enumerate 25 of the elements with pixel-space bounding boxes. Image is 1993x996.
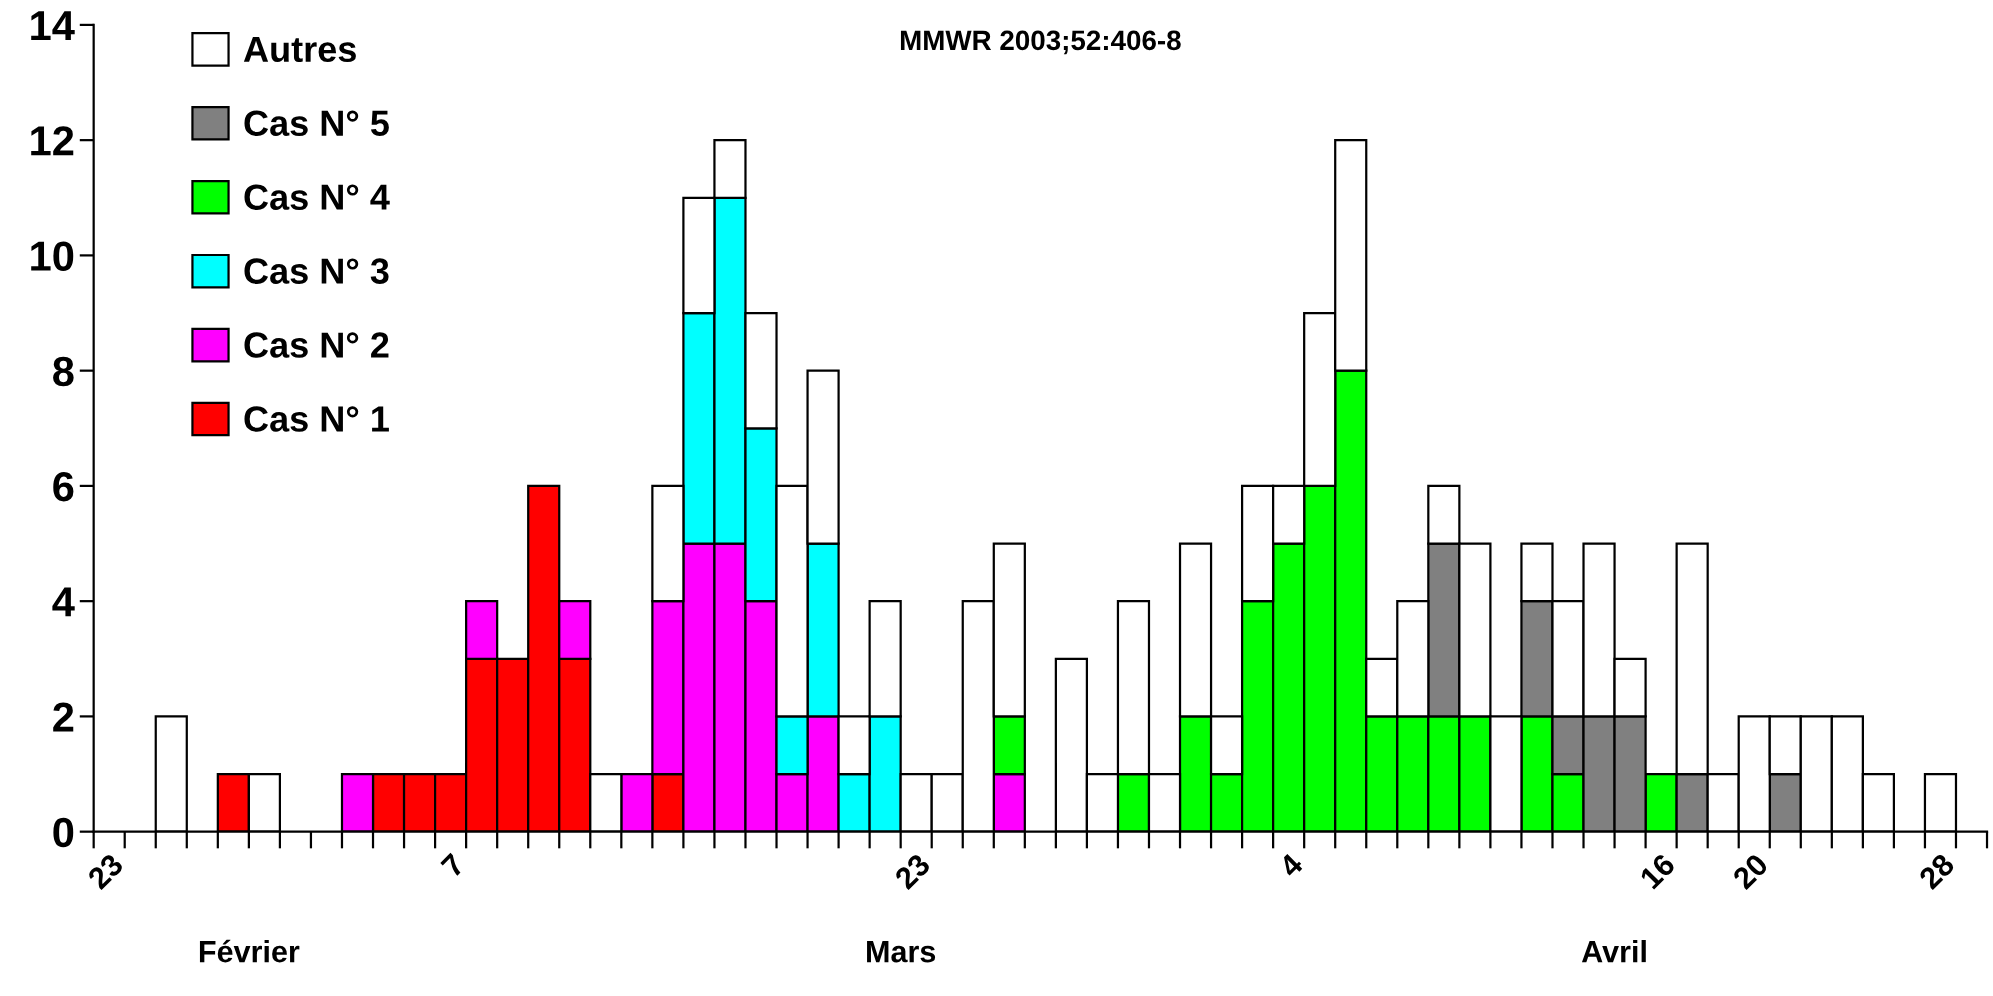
chart-title: MMWR 2003;52:406-8: [900, 30, 1181, 55]
legend-label: Cas N° 3: [244, 258, 389, 284]
legend-label: Autres: [243, 36, 356, 63]
y-tick-label: 2: [53, 702, 74, 732]
y-tick-label: 8: [53, 356, 74, 387]
x-tick-label: 28: [1917, 852, 1956, 891]
y-tick-label: 4: [52, 587, 75, 617]
y-tick-label: 0: [53, 817, 74, 848]
legend-label: Cas N° 5: [244, 110, 389, 137]
x-tick-label: 16: [1639, 852, 1677, 890]
text: Février: [199, 939, 300, 963]
x-tick-label: 7: [440, 852, 466, 878]
y-tick-label: 10: [31, 241, 74, 271]
y-tick-label: 6: [53, 471, 74, 502]
y-tick-label: 12: [31, 126, 74, 156]
text: Avril: [1581, 939, 1646, 963]
x-tick-label: 20: [1731, 852, 1770, 891]
x-tick-label: 4: [1277, 852, 1305, 879]
y-tick-label: 14: [31, 11, 75, 40]
x-tick-label: 23: [893, 852, 932, 891]
legend-label: Cas N° 2: [244, 332, 389, 358]
text: Mars: [867, 941, 936, 963]
legend-label: Cas N° 1: [244, 406, 389, 432]
x-tick-label: 23: [86, 852, 125, 891]
legend-label: Cas N° 4: [244, 184, 390, 210]
